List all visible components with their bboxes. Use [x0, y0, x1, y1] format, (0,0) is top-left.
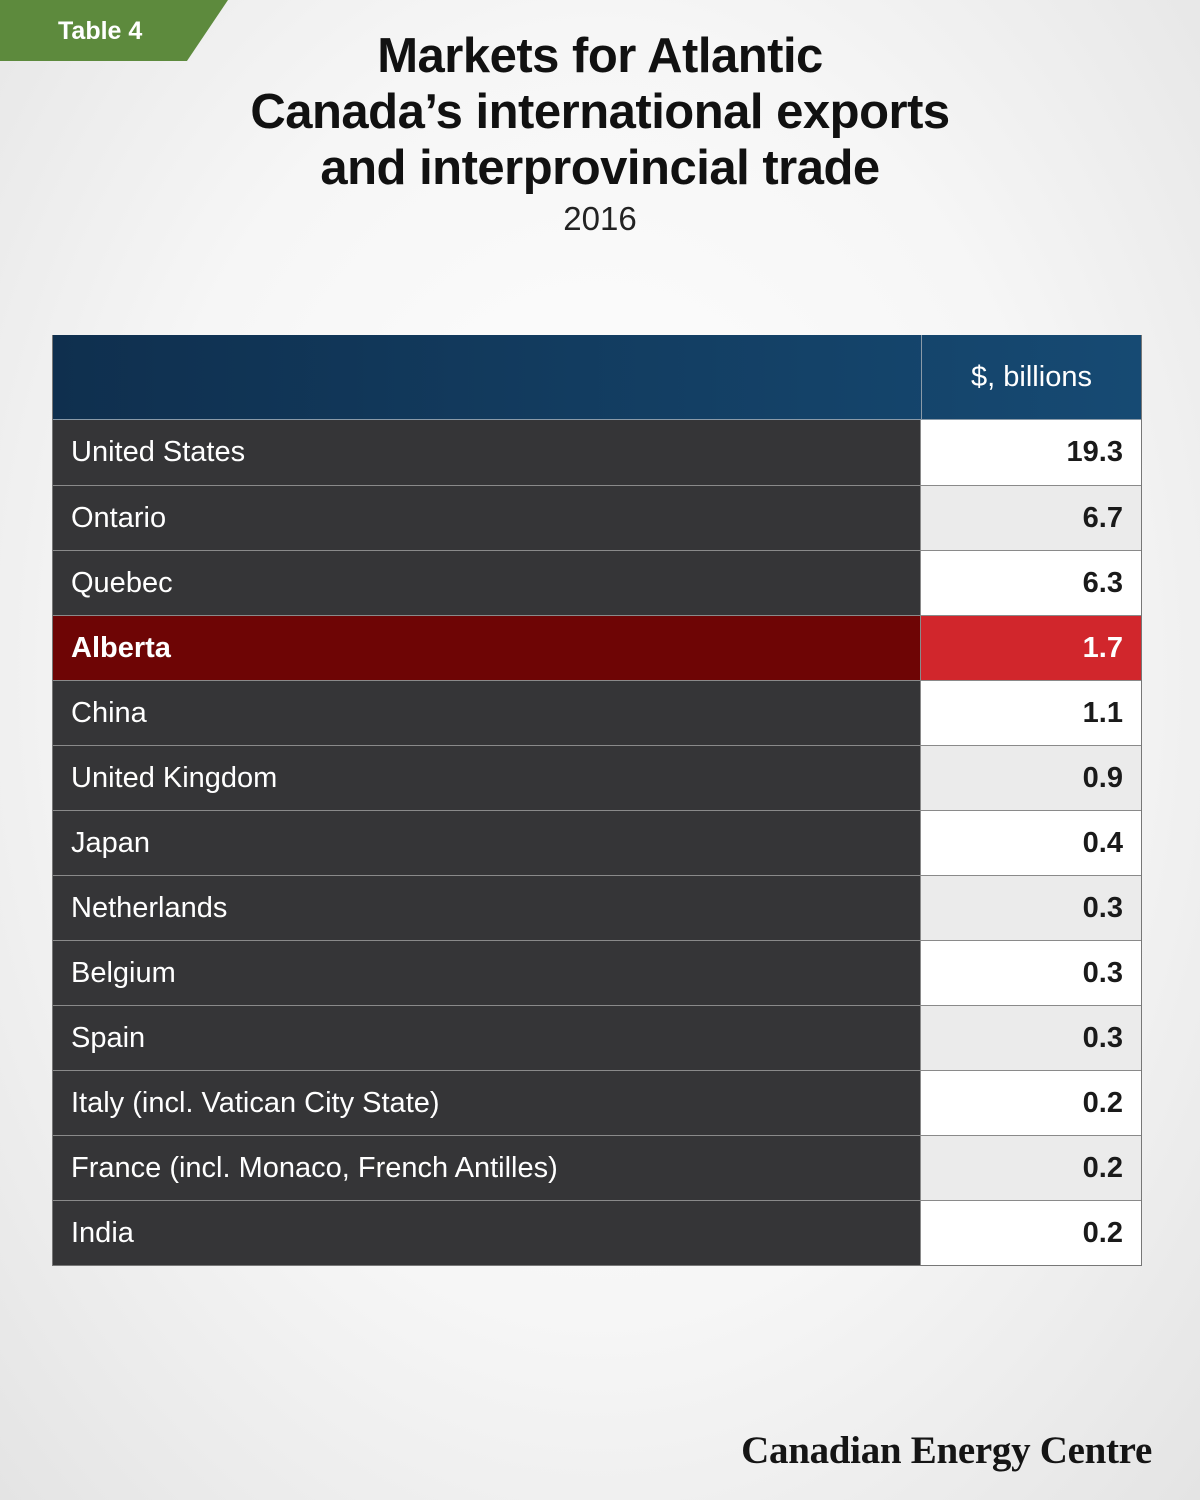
table-row: Ontario 6.7	[53, 486, 1141, 551]
table-row: India 0.2	[53, 1201, 1141, 1266]
table-body: United States 19.3 Ontario 6.7 Quebec 6.3 Albe…	[53, 420, 1141, 1266]
row-name: Spain	[53, 1006, 921, 1070]
row-value: 0.3	[921, 876, 1141, 940]
chart-title: Markets for Atlantic Canada’s internatio…	[0, 28, 1200, 196]
title-line-3: and interprovincial trade	[320, 141, 880, 195]
table-row: Netherlands 0.3	[53, 876, 1141, 941]
table-row: United States 19.3	[53, 420, 1141, 486]
row-value: 19.3	[921, 420, 1141, 485]
table-number-label: Table 4	[58, 17, 143, 45]
table-row: China 1.1	[53, 681, 1141, 746]
chart-subtitle: 2016	[563, 200, 637, 237]
markets-table: $, billions United States 19.3 Ontario 6.7 Q…	[52, 335, 1142, 1266]
row-name: Alberta	[53, 616, 921, 680]
row-value: 1.1	[921, 681, 1141, 745]
row-name: Italy (incl. Vatican City State)	[53, 1071, 921, 1135]
row-value: 0.9	[921, 746, 1141, 810]
row-name: France (incl. Monaco, French Antilles)	[53, 1136, 921, 1200]
row-value: 0.2	[921, 1201, 1141, 1265]
row-name: China	[53, 681, 921, 745]
row-name: Netherlands	[53, 876, 921, 940]
row-value: 1.7	[921, 616, 1141, 680]
row-name: United Kingdom	[53, 746, 921, 810]
table-header: $, billions	[53, 335, 1141, 420]
row-value: 0.4	[921, 811, 1141, 875]
table-row: France (incl. Monaco, French Antilles) 0.…	[53, 1136, 1141, 1201]
row-value: 6.7	[921, 486, 1141, 550]
row-value: 6.3	[921, 551, 1141, 615]
title-line-1: Markets for Atlantic	[377, 29, 823, 83]
table-row: Japan 0.4	[53, 811, 1141, 876]
row-value: 0.2	[921, 1071, 1141, 1135]
table-number-tag: Table 4	[0, 0, 228, 61]
brand-logo: Canadian Energy Centre	[741, 1429, 1152, 1472]
header-value-cell: $, billions	[971, 360, 1092, 393]
row-name: United States	[53, 420, 921, 485]
row-value: 0.2	[921, 1136, 1141, 1200]
row-name: Quebec	[53, 551, 921, 615]
row-name: Japan	[53, 811, 921, 875]
table-row: Italy (incl. Vatican City State) 0.2	[53, 1071, 1141, 1136]
table-row: Quebec 6.3	[53, 551, 1141, 616]
table-row: Belgium 0.3	[53, 941, 1141, 1006]
header-name-cell	[53, 335, 922, 419]
row-value: 0.3	[921, 941, 1141, 1005]
row-name: Ontario	[53, 486, 921, 550]
row-name: India	[53, 1201, 921, 1265]
table-row: Alberta 1.7	[53, 616, 1141, 681]
row-name: Belgium	[53, 941, 921, 1005]
row-value: 0.3	[921, 1006, 1141, 1070]
title-line-2: Canada’s international exports	[250, 85, 950, 139]
table-row: Spain 0.3	[53, 1006, 1141, 1071]
table-row: United Kingdom 0.9	[53, 746, 1141, 811]
